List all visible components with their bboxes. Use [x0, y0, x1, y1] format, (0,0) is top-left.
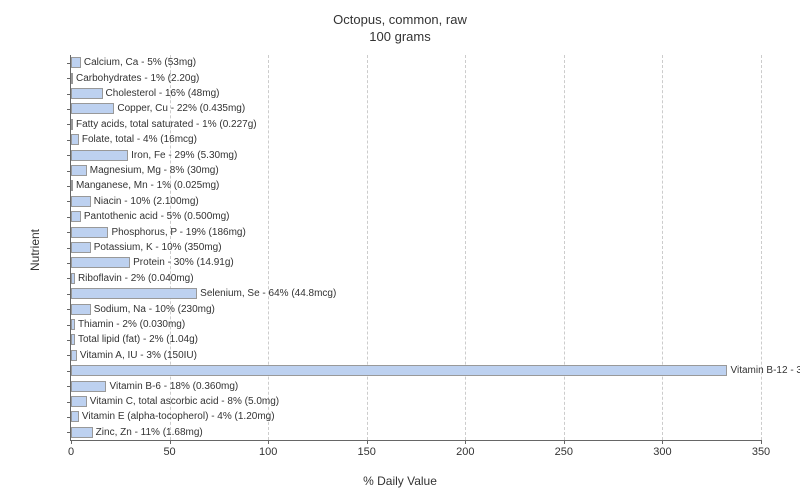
bar-label: Niacin - 10% (2.100mg) — [91, 196, 199, 207]
gridline — [268, 55, 269, 440]
bar-label: Phosphorus, P - 19% (186mg) — [108, 227, 245, 238]
bar — [71, 304, 91, 315]
bar — [71, 196, 91, 207]
bar-label: Selenium, Se - 64% (44.8mcg) — [197, 288, 336, 299]
x-tick-label: 100 — [259, 440, 277, 458]
chart-title: Octopus, common, raw 100 grams — [0, 0, 800, 46]
x-axis-label: % Daily Value — [363, 474, 437, 488]
bar-label: Copper, Cu - 22% (0.435mg) — [114, 103, 245, 114]
bar-label: Vitamin B-12 - 333% (20.00mcg) — [727, 365, 800, 376]
bar-label: Zinc, Zn - 11% (1.68mg) — [93, 427, 203, 438]
x-tick-label: 200 — [456, 440, 474, 458]
bar-label: Folate, total - 4% (16mcg) — [79, 134, 197, 145]
bar — [71, 396, 87, 407]
x-tick-label: 0 — [68, 440, 74, 458]
gridline — [761, 55, 762, 440]
bar — [71, 211, 81, 222]
bar-label: Carbohydrates - 1% (2.20g) — [73, 73, 199, 84]
bar-label: Vitamin C, total ascorbic acid - 8% (5.0… — [87, 396, 279, 407]
bar-label: Manganese, Mn - 1% (0.025mg) — [73, 180, 219, 191]
bar — [71, 257, 130, 268]
x-tick-label: 300 — [653, 440, 671, 458]
bar-label: Vitamin A, IU - 3% (150IU) — [77, 350, 197, 361]
bar-label: Calcium, Ca - 5% (53mg) — [81, 57, 196, 68]
bar-label: Vitamin E (alpha-tocopherol) - 4% (1.20m… — [79, 411, 275, 422]
x-tick-label: 150 — [358, 440, 376, 458]
bar — [71, 165, 87, 176]
bar — [71, 242, 91, 253]
gridline — [662, 55, 663, 440]
bar-label: Protein - 30% (14.91g) — [130, 257, 234, 268]
bar — [71, 103, 114, 114]
bar-label: Thiamin - 2% (0.030mg) — [75, 319, 185, 330]
bar-label: Sodium, Na - 10% (230mg) — [91, 304, 215, 315]
bar-label: Riboflavin - 2% (0.040mg) — [75, 273, 194, 284]
bar — [71, 365, 727, 376]
gridline — [564, 55, 565, 440]
x-tick-label: 50 — [163, 440, 175, 458]
plot-area: 050100150200250300350Calcium, Ca - 5% (5… — [70, 55, 761, 441]
y-axis-label: Nutrient — [28, 229, 42, 271]
bar — [71, 381, 106, 392]
bar-label: Iron, Fe - 29% (5.30mg) — [128, 150, 237, 161]
bar-label: Magnesium, Mg - 8% (30mg) — [87, 165, 219, 176]
bar-label: Cholesterol - 16% (48mg) — [103, 88, 220, 99]
nutrition-chart: Octopus, common, raw 100 grams Nutrient … — [0, 0, 800, 500]
bar — [71, 288, 197, 299]
bar-label: Fatty acids, total saturated - 1% (0.227… — [73, 119, 257, 130]
bar — [71, 134, 79, 145]
title-line-2: 100 grams — [369, 29, 430, 44]
bar — [71, 150, 128, 161]
x-tick-label: 350 — [752, 440, 770, 458]
bar — [71, 411, 79, 422]
bar-label: Potassium, K - 10% (350mg) — [91, 242, 222, 253]
title-line-1: Octopus, common, raw — [333, 12, 467, 27]
bar — [71, 227, 108, 238]
bar-label: Total lipid (fat) - 2% (1.04g) — [75, 334, 198, 345]
bar-label: Vitamin B-6 - 18% (0.360mg) — [106, 381, 238, 392]
x-tick-label: 250 — [555, 440, 573, 458]
bar-label: Pantothenic acid - 5% (0.500mg) — [81, 211, 230, 222]
bar — [71, 427, 93, 438]
bar — [71, 57, 81, 68]
gridline — [465, 55, 466, 440]
bar — [71, 88, 103, 99]
gridline — [367, 55, 368, 440]
